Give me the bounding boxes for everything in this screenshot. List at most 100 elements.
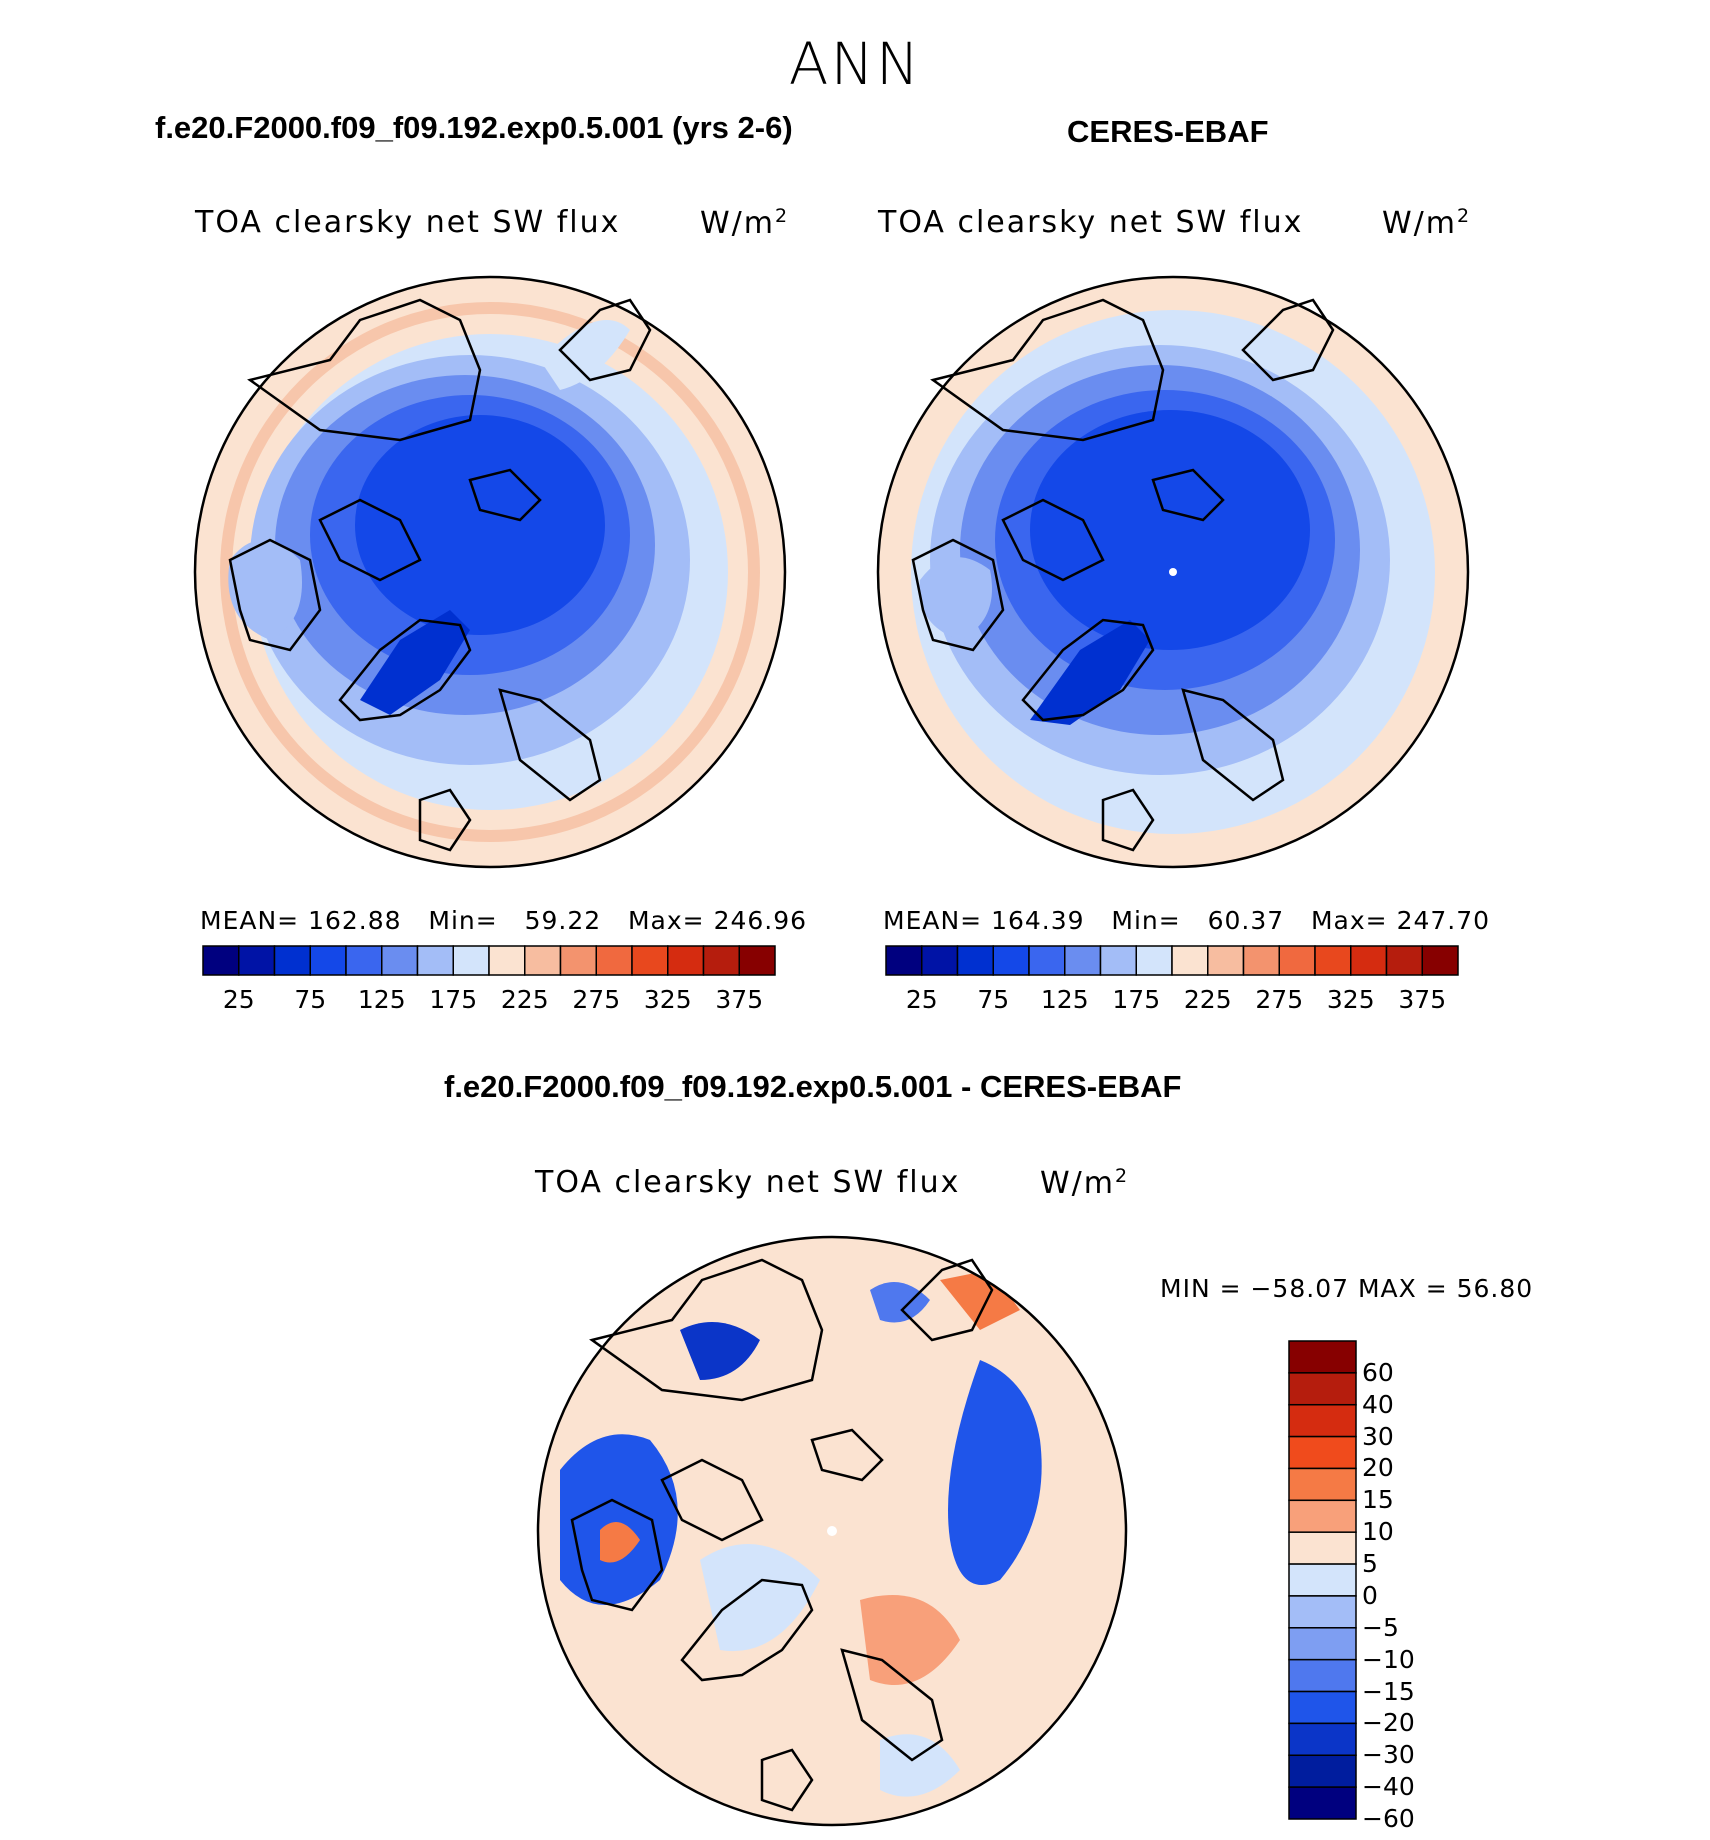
model-colorbar-box <box>416 945 454 976</box>
model-colorbar-box <box>238 945 276 976</box>
diff-colorbar-label: 20 <box>1362 1453 1394 1483</box>
diff-colorbar-label: −20 <box>1362 1708 1415 1738</box>
diff-panel-title: f.e20.F2000.f09_f09.192.exp0.5.001 - CER… <box>444 1069 1182 1104</box>
model-colorbar-label: 375 <box>715 985 764 1014</box>
diff-colorbar-label: 40 <box>1362 1389 1394 1419</box>
model-colorbar-box <box>452 945 490 976</box>
obs-colorbar-box <box>956 945 994 976</box>
obs-colorbar-label: 275 <box>1255 985 1304 1014</box>
obs-colorbar-box <box>1207 945 1245 976</box>
diff-colorbar-label: 60 <box>1362 1357 1394 1387</box>
obs-colorbar-box <box>885 945 923 976</box>
obs-colorbar-box <box>1099 945 1137 976</box>
obs-colorbar-box <box>992 945 1030 976</box>
model-colorbar-box <box>559 945 597 976</box>
model-colorbar-label: 275 <box>572 985 621 1014</box>
model-map-border <box>193 275 787 869</box>
diff-colorbar-box <box>1288 1467 1357 1502</box>
obs-colorbar-label: 375 <box>1398 985 1447 1014</box>
model-colorbar-box <box>595 945 633 976</box>
model-colorbar-label: 175 <box>429 985 478 1014</box>
obs-colorbar-label: 25 <box>905 985 938 1014</box>
diff-colorbar-label: −5 <box>1362 1612 1399 1642</box>
diff-colorbar-label: 0 <box>1362 1580 1378 1610</box>
diff-colorbar-box <box>1288 1722 1357 1757</box>
model-panel-title: f.e20.F2000.f09_f09.192.exp0.5.001 (yrs … <box>155 110 793 145</box>
model-colorbar-box <box>738 945 776 976</box>
model-colorbar-box <box>381 945 419 976</box>
diff-colorbar-box <box>1288 1754 1357 1788</box>
diff-colorbar-label: −60 <box>1362 1804 1415 1833</box>
obs-colorbar-label: 175 <box>1112 985 1161 1014</box>
diff-flux-field <box>538 1237 1126 1825</box>
diff-colorbar-box <box>1288 1499 1357 1533</box>
model-stats: MEAN= 162.88 Min= 59.22 Max= 246.96 <box>200 906 808 935</box>
obs-colorbar-box <box>921 945 959 976</box>
obs-coastlines <box>911 298 1335 852</box>
diff-units-label: W/m2 <box>1040 1165 1130 1201</box>
diff-colorbar-box <box>1288 1435 1357 1470</box>
obs-colorbar <box>885 945 1459 976</box>
model-colorbar-box <box>702 945 740 976</box>
model-colorbar-label: 75 <box>294 985 327 1014</box>
diff-colorbar <box>1288 1340 1357 1820</box>
diff-map-border <box>536 1235 1128 1827</box>
obs-colorbar-box <box>1028 945 1066 976</box>
obs-panel-title: CERES-EBAF <box>1067 114 1269 149</box>
diff-colorbar-box <box>1288 1403 1357 1438</box>
diff-colorbar-box <box>1288 1340 1357 1374</box>
obs-flux-field <box>878 277 1468 867</box>
diff-colorbar-label: −10 <box>1362 1644 1415 1674</box>
model-colorbar <box>202 945 776 976</box>
obs-stats: MEAN= 164.39 Min= 60.37 Max= 247.70 <box>883 906 1491 935</box>
diff-colorbar-label: −15 <box>1362 1676 1415 1706</box>
obs-colorbar-box <box>1171 945 1209 976</box>
model-colorbar-box <box>273 945 311 976</box>
diff-colorbar-box <box>1288 1563 1357 1597</box>
diff-colorbar-label: 10 <box>1362 1517 1394 1547</box>
obs-colorbar-label: 325 <box>1326 985 1375 1014</box>
obs-units-label: W/m2 <box>1382 205 1472 241</box>
diff-colorbar-box <box>1288 1786 1357 1820</box>
diff-colorbar-label: −40 <box>1362 1772 1415 1802</box>
model-colorbar-box <box>202 945 240 976</box>
model-variable-label: TOA clearsky net SW flux <box>195 205 621 240</box>
model-colorbar-box <box>345 945 383 976</box>
obs-colorbar-box <box>1242 945 1280 976</box>
diff-colorbar-label: 15 <box>1362 1485 1394 1515</box>
diff-variable-label: TOA clearsky net SW flux <box>535 1165 961 1200</box>
model-colorbar-label: 125 <box>357 985 406 1014</box>
obs-variable-label: TOA clearsky net SW flux <box>878 205 1304 240</box>
obs-colorbar-box <box>1385 945 1423 976</box>
obs-colorbar-box <box>1350 945 1388 976</box>
diff-colorbar-box <box>1288 1531 1357 1565</box>
diff-colorbar-box <box>1288 1690 1357 1725</box>
diff-coastlines <box>570 1258 994 1812</box>
obs-map-border <box>876 275 1470 869</box>
obs-colorbar-box <box>1135 945 1173 976</box>
obs-colorbar-box <box>1421 945 1459 976</box>
diff-colorbar-label: −30 <box>1362 1740 1415 1770</box>
obs-colorbar-label: 125 <box>1040 985 1089 1014</box>
obs-colorbar-label: 75 <box>977 985 1010 1014</box>
model-colorbar-label: 225 <box>500 985 549 1014</box>
diff-colorbar-box <box>1288 1372 1357 1406</box>
season-title: ANN <box>788 30 922 98</box>
model-colorbar-box <box>631 945 669 976</box>
diff-colorbar-box <box>1288 1658 1357 1693</box>
model-colorbar-label: 25 <box>222 985 255 1014</box>
model-colorbar-label: 325 <box>643 985 692 1014</box>
obs-colorbar-box <box>1064 945 1102 976</box>
diff-colorbar-box <box>1288 1627 1357 1661</box>
obs-colorbar-box <box>1278 945 1316 976</box>
model-units-label: W/m2 <box>700 205 790 241</box>
model-coastlines <box>228 298 652 852</box>
model-colorbar-box <box>309 945 347 976</box>
model-colorbar-box <box>524 945 562 976</box>
diff-colorbar-box <box>1288 1595 1357 1629</box>
diff-minmax: MIN = −58.07 MAX = 56.80 <box>1160 1274 1534 1303</box>
obs-colorbar-label: 225 <box>1183 985 1232 1014</box>
obs-colorbar-box <box>1314 945 1352 976</box>
model-colorbar-box <box>667 945 705 976</box>
